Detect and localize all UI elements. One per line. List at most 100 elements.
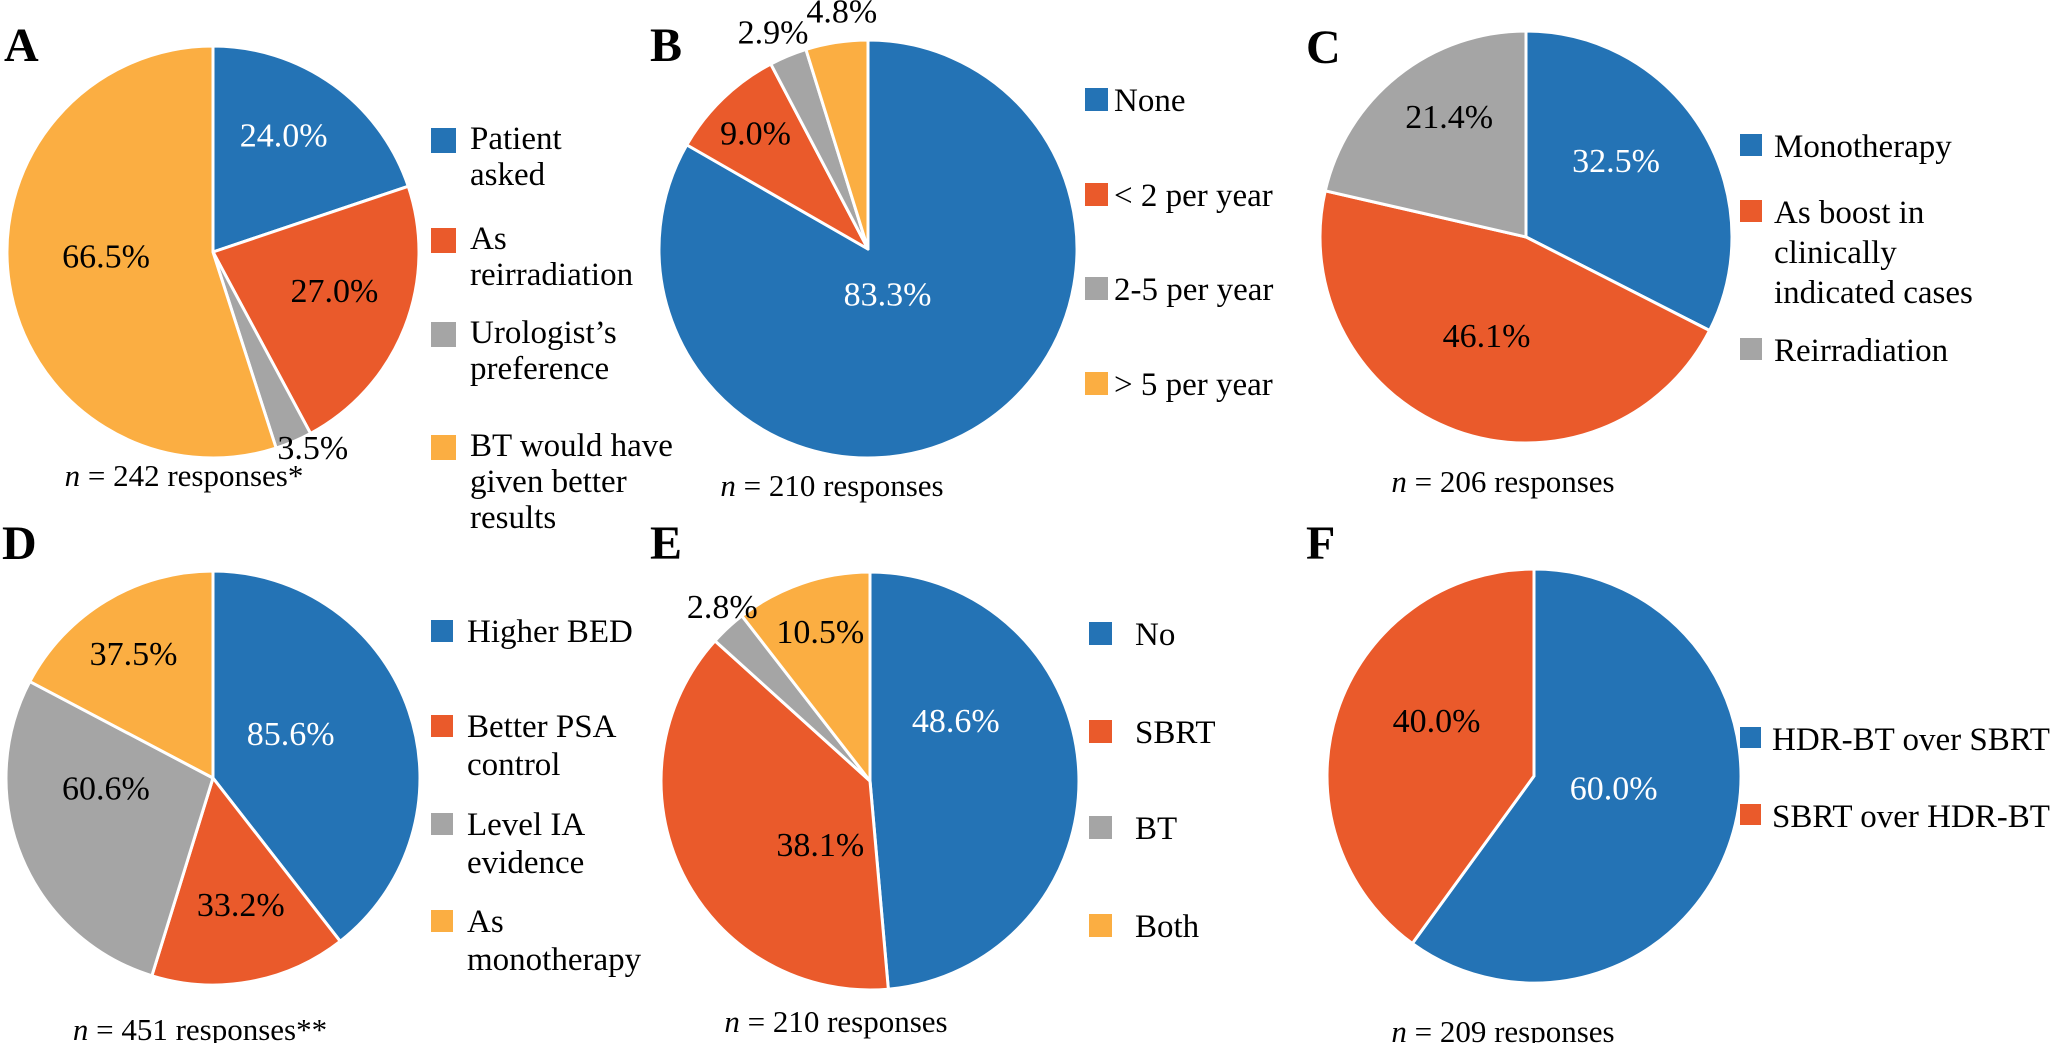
legend-D-chip-blue: [431, 620, 453, 642]
legend-A-label-line: asked: [470, 157, 546, 193]
legend-B-chip-gray: [1085, 277, 1108, 300]
legend-B-label-line: None: [1114, 83, 1186, 119]
pie-D-slice-yellow: [28, 569, 215, 780]
legend-D-label-line: Higher BED: [467, 614, 633, 650]
panel-B-caption-n-symbol: n: [720, 468, 736, 503]
legend-B-label: > 5 per year: [1114, 365, 1273, 405]
pie-C-data-label: 46.1%: [1443, 318, 1531, 355]
pie-D-slice-gray: [4, 680, 215, 978]
legend-A-chip-orange: [431, 228, 456, 253]
panel-D-caption-n-symbol: n: [72, 1012, 89, 1043]
pie-E-data-label: 38.1%: [776, 827, 864, 864]
pie-C-data-label: 21.4%: [1405, 99, 1493, 136]
legend-C-label-line: indicated cases: [1774, 275, 1973, 311]
pie-A-data-label: 3.5%: [277, 430, 348, 467]
legend-D-label-line: control: [467, 747, 561, 783]
legend-C-label-line: clinically: [1774, 235, 1897, 271]
pie-C-slice-gray: [1323, 29, 1528, 239]
legend-E-chip-gray: [1089, 816, 1112, 839]
pie-C-slice-orange: [1318, 189, 1712, 445]
pie-B-data-label: 83.3%: [844, 277, 932, 314]
legend-D-label: Higher BED: [467, 613, 633, 651]
legend-B-label: None: [1114, 81, 1185, 121]
panel-A-caption-text: = 242 responses*: [80, 458, 304, 493]
pie-C-data-label: 32.5%: [1572, 143, 1660, 180]
pie-D-data-label: 60.6%: [62, 770, 150, 807]
pie-F-slice-orange: [1325, 567, 1536, 945]
legend-D-label: As monotherapy: [467, 903, 641, 979]
legend-B-label-line: 2-5 per year: [1114, 272, 1274, 308]
pie-F-data-label: 40.0%: [1393, 703, 1481, 740]
pie-A-data-label: 27.0%: [290, 273, 378, 310]
legend-C-chip-blue: [1740, 134, 1762, 156]
legend-A-label-line: results: [470, 500, 557, 536]
legend-D-chip-gray: [431, 813, 453, 835]
pie-B-data-label: 2.9%: [738, 14, 809, 51]
panel-C-caption-text: = 206 responses: [1406, 464, 1615, 499]
legend-A-label-line: preference: [470, 351, 610, 387]
legend-F-label-line: SBRT over HDR-BT: [1772, 799, 2050, 835]
legend-C-chip-orange: [1740, 200, 1762, 222]
pie-D-slice-blue: [211, 569, 422, 943]
legend-C-label-line: Monotherapy: [1774, 129, 1952, 165]
pie-D-data-label: 85.6%: [247, 716, 335, 753]
legend-E-label-line: SBRT: [1135, 715, 1216, 751]
pie-F-slice-blue: [1410, 567, 1743, 985]
panel-C-letter: C: [1306, 21, 1341, 74]
legend-D-label-line: Level IA: [467, 807, 586, 843]
legend-A-label-line: given better: [470, 464, 627, 500]
pie-A-data-label: 24.0%: [240, 117, 328, 154]
legend-A-label-line: BT would have: [470, 428, 673, 464]
legend-C-label-line: Reirradiation: [1774, 333, 1949, 369]
panel-F-caption-n-symbol: n: [1391, 1014, 1407, 1043]
legend-E-label: BT: [1135, 809, 1177, 849]
panel-F-letter: F: [1306, 517, 1336, 570]
pie-A-slice-orange: [211, 184, 421, 435]
panel-D-caption: n = 451 responses**: [73, 1012, 327, 1043]
pie-B-slice-yellow: [804, 38, 870, 251]
pie-B-slice-blue: [657, 38, 1079, 460]
legend-A-label: As reirradiation: [470, 221, 633, 293]
legend-E-label: SBRT: [1135, 713, 1216, 753]
legend-E-label-line: BT: [1135, 811, 1178, 847]
panel-F-caption-text: = 209 responses: [1406, 1014, 1615, 1043]
legend-A-label-line: As: [470, 221, 507, 257]
legend-C-label: As boost in clinically indicated cases: [1774, 193, 1973, 313]
legend-A-chip-blue: [431, 128, 456, 153]
panel-E-caption: n = 210 responses: [724, 1004, 947, 1040]
legend-D-chip-orange: [431, 715, 453, 737]
panel-B-letter: B: [650, 19, 683, 72]
pie-E-slice-orange: [659, 639, 890, 992]
legend-E-chip-blue: [1089, 622, 1112, 645]
legend-F-chip-blue: [1740, 727, 1761, 748]
panel-A-letter: A: [4, 19, 39, 72]
panel-C-caption: n = 206 responses: [1391, 464, 1614, 500]
legend-F-label: SBRT over HDR-BT: [1772, 797, 2050, 837]
panel-B-caption: n = 210 responses: [720, 468, 943, 504]
panel-E-caption-text: = 210 responses: [739, 1004, 948, 1039]
legend-E-label-line: No: [1135, 617, 1176, 653]
panel-D-caption-text: = 451 responses**: [88, 1012, 328, 1043]
legend-A-label-line: reirradiation: [470, 257, 634, 293]
panel-A-caption: n = 242 responses*: [65, 458, 304, 494]
legend-D-label: Level IA evidence: [467, 806, 585, 882]
pie-A-slice-blue: [211, 44, 410, 254]
panel-B-caption-text: = 210 responses: [735, 468, 944, 503]
pie-F-data-label: 60.0%: [1570, 771, 1658, 808]
pie-E-slice-yellow: [740, 570, 872, 783]
pie-E-data-label: 2.8%: [687, 589, 758, 626]
legend-C-label-line: As boost in: [1774, 195, 1925, 231]
panel-F-caption: n = 209 responses: [1391, 1014, 1614, 1043]
legend-B-chip-blue: [1085, 88, 1108, 111]
legend-E-label-line: Both: [1135, 909, 1200, 945]
panel-E-caption-n-symbol: n: [724, 1004, 740, 1039]
legend-C-chip-gray: [1740, 338, 1762, 360]
pie-A-slice-yellow: [5, 44, 278, 460]
legend-A-label-line: Patient: [470, 121, 562, 157]
legend-E-label: No: [1135, 615, 1175, 655]
legend-B-label-line: < 2 per year: [1114, 178, 1273, 214]
pie-C-slice-blue: [1524, 29, 1734, 333]
pie-D-data-label: 33.2%: [197, 887, 285, 924]
legend-D-label: Better PSA control: [467, 708, 616, 784]
